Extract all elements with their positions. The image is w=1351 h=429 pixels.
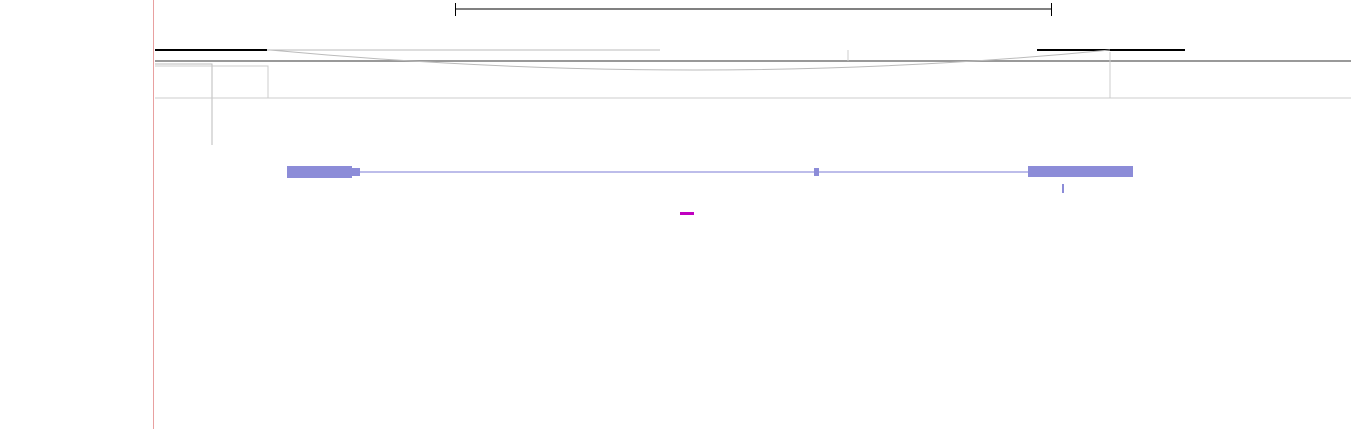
clip-marker <box>680 212 694 215</box>
chromatin-interactions <box>155 49 1351 145</box>
gene-model <box>287 166 1133 193</box>
